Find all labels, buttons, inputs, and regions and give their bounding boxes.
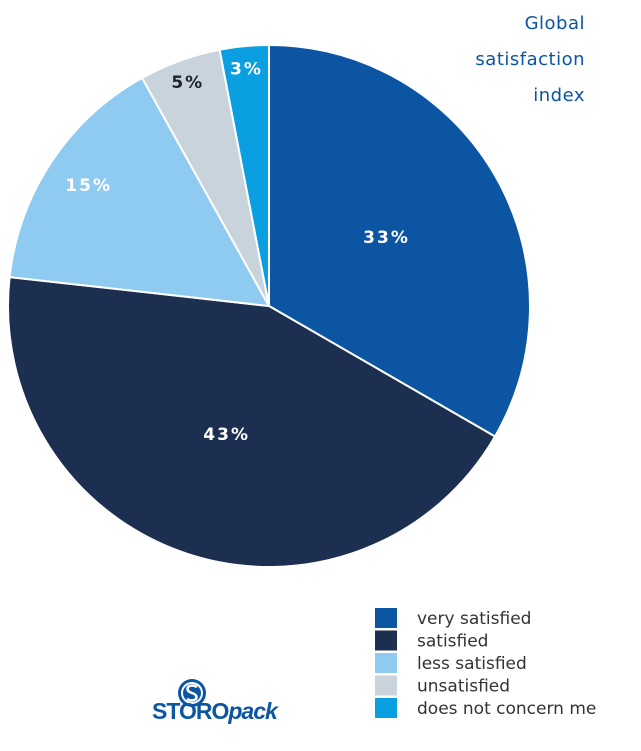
logo-icon-s [186, 684, 198, 702]
pie-slice [268, 43, 531, 438]
logo-text: STOROpack [152, 698, 279, 724]
chart-title: Global satisfaction index [475, 13, 585, 106]
legend-label: unsatisfied [417, 677, 510, 697]
slice-label: 3% [230, 60, 263, 80]
slice-label: 43% [203, 425, 250, 445]
logo-text-main: STORO [152, 698, 228, 724]
pie-slice [7, 275, 497, 568]
legend-label: very satisfied [417, 609, 531, 629]
legend-label: satisfied [417, 632, 488, 652]
slice-label: 33% [363, 228, 410, 248]
legend-label: less satisfied [417, 654, 527, 674]
legend-label: does not concern me [417, 699, 596, 719]
legend-swatch [375, 630, 397, 651]
logo-icon-ring [181, 682, 203, 704]
logo: STOROpack [152, 679, 280, 724]
legend-swatch [375, 608, 397, 628]
logo-text-italic: pack [227, 698, 279, 724]
legend-swatch [375, 675, 397, 696]
slice-label: 5% [171, 73, 204, 93]
slice-label: 15% [65, 176, 112, 196]
pie-slice [218, 43, 270, 307]
legend-swatch [375, 698, 397, 718]
legend-swatch [375, 653, 397, 673]
pie-slice [8, 76, 271, 308]
